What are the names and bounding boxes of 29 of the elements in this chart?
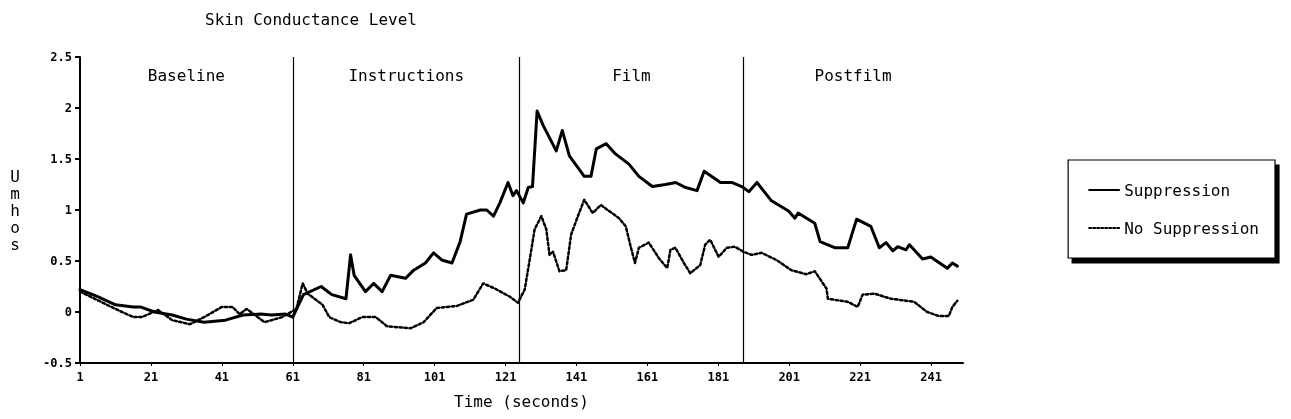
x-tick-label: 1 <box>76 370 84 384</box>
x-tick-label: 201 <box>778 370 801 384</box>
x-tick-label: 41 <box>214 370 230 384</box>
legend-label: Suppression <box>1124 180 1231 200</box>
x-tick-label: 121 <box>494 370 517 384</box>
y-tick-label: 1.5 <box>50 152 72 166</box>
x-tick-label: 241 <box>920 370 942 384</box>
annotation: Baseline <box>147 65 225 85</box>
x-tick-label: 181 <box>707 370 730 384</box>
y-tick-label: 0 <box>64 305 72 319</box>
y-tick-label: 1 <box>64 203 72 217</box>
x-tick-label: 141 <box>565 370 588 384</box>
x-tick-label: 61 <box>285 370 300 384</box>
y-tick-label: -0.5 <box>43 356 72 370</box>
x-axis-title: Time (seconds) <box>454 391 589 411</box>
y-tick-label: 2 <box>64 101 72 115</box>
legend-label: No Suppression <box>1124 218 1259 238</box>
x-tick-label: 221 <box>849 370 871 384</box>
x-tick-label: 101 <box>423 370 446 384</box>
annotation: Postfilm <box>814 65 892 85</box>
x-tick-label: 161 <box>636 370 659 384</box>
x-tick-label: 81 <box>356 370 371 384</box>
x-tick-label: 21 <box>143 370 159 384</box>
y-axis-title: Umhos <box>10 166 20 254</box>
annotation: Film <box>612 65 651 85</box>
annotation: Instructions <box>348 65 465 85</box>
y-tick-label: 0.5 <box>50 254 72 268</box>
y-tick-label: 2.5 <box>50 50 72 64</box>
chart-title: Skin Conductance Level <box>205 9 417 29</box>
